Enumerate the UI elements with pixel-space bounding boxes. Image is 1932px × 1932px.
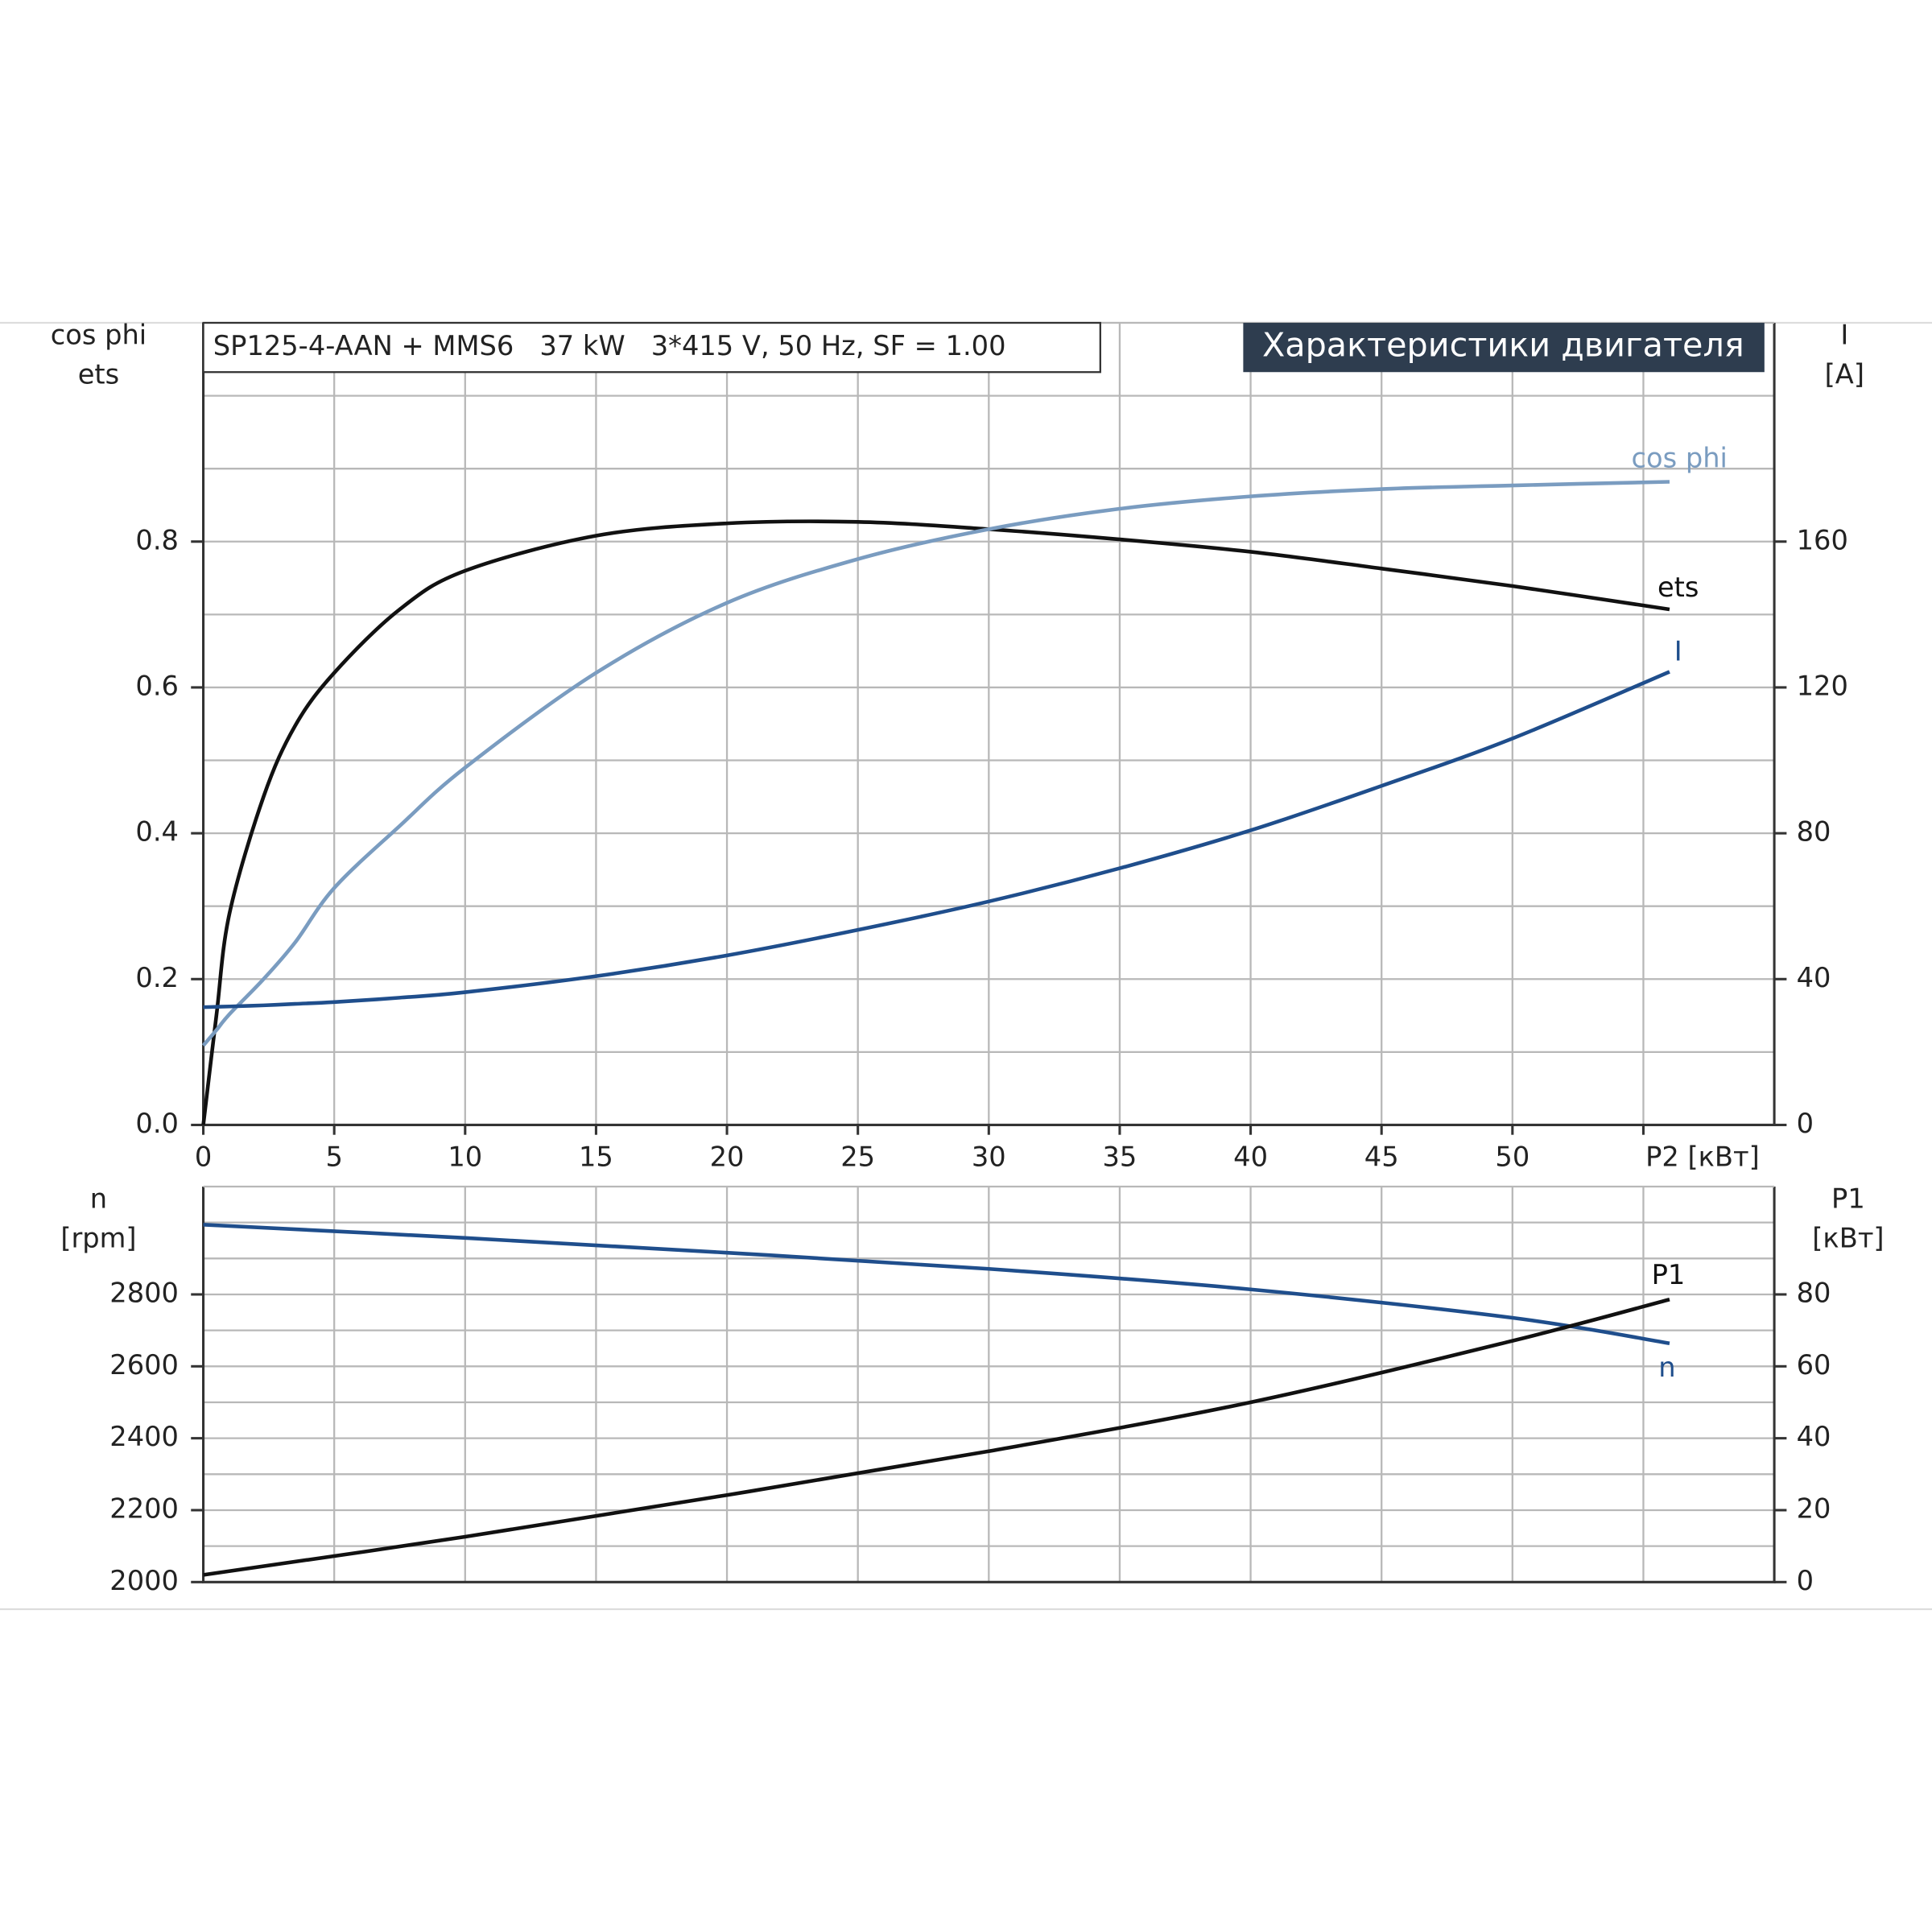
y-axis-title: n: [90, 1183, 107, 1214]
x-tick-label: 0: [195, 1141, 212, 1172]
title-box: [202, 321, 1101, 374]
x-tick-label: 20: [710, 1141, 745, 1172]
x-tick-label: 10: [448, 1141, 482, 1172]
grid: [191, 321, 1787, 1583]
x-tick-label: 5: [325, 1141, 342, 1172]
y2-tick-label: 60: [1797, 1349, 1831, 1381]
series-line: [203, 1298, 1670, 1577]
y-tick-label: 0.0: [135, 1108, 179, 1139]
series-label: P1: [1652, 1259, 1686, 1290]
x-tick-label: 25: [840, 1141, 875, 1172]
x-tick-label: 50: [1495, 1141, 1530, 1172]
x-tick-label: 30: [972, 1141, 1006, 1172]
y2-tick-label: 40: [1797, 962, 1831, 993]
y2-axis-title: P1: [1831, 1183, 1865, 1214]
x-tick-label: 15: [579, 1141, 613, 1172]
y-axis-title: ets: [78, 358, 119, 390]
axis-frame: [202, 1186, 1776, 1583]
y-tick-label: 2000: [109, 1565, 179, 1596]
axis-frame: [202, 323, 1776, 1126]
y2-tick-label: 40: [1797, 1421, 1831, 1452]
y2-tick-label: 80: [1797, 816, 1831, 848]
series-line: [201, 519, 1670, 1125]
y-tick-label: 0.4: [135, 816, 179, 848]
series-line: [201, 480, 1670, 1047]
header: Характеристики двигателя: [1262, 326, 1744, 365]
y-tick-label: 2800: [109, 1277, 179, 1308]
chart-title: SP125-4-AAN + MMS6 37 kW 3*415 V, 50 Hz,…: [213, 330, 1006, 361]
y2-tick-label: 0: [1797, 1108, 1814, 1139]
y2-tick-label: 0: [1797, 1565, 1814, 1596]
y-tick-label: 0.8: [135, 524, 179, 555]
series-line: [203, 670, 1670, 1009]
y-axis-title: cos phi: [51, 319, 147, 350]
series-label: cos phi: [1632, 442, 1728, 473]
y2-tick-label: 80: [1797, 1277, 1831, 1308]
y-tick-label: 2600: [109, 1349, 179, 1381]
y2-tick-label: 20: [1797, 1492, 1831, 1524]
y2-axis-title: I: [1840, 319, 1848, 350]
series-label: n: [1658, 1352, 1675, 1383]
y-tick-label: 2200: [109, 1492, 179, 1524]
y-axis-title: [rpm]: [60, 1222, 136, 1253]
y2-axis-title: [кВт]: [1812, 1222, 1884, 1253]
y2-axis-title: [A]: [1825, 358, 1864, 390]
lines: [201, 480, 1670, 1577]
header-box: [1243, 323, 1765, 373]
y-tick-label: 0.2: [135, 962, 179, 993]
y2-tick-label: 120: [1797, 670, 1848, 701]
series-label: I: [1674, 636, 1682, 667]
y-tick-label: 0.6: [135, 670, 179, 701]
series-line: [203, 1223, 1670, 1345]
x-tick-label: 40: [1233, 1141, 1268, 1172]
y2-tick-label: 160: [1797, 524, 1848, 555]
x-tick-label: 35: [1103, 1141, 1137, 1172]
x-tick-label: 45: [1364, 1141, 1399, 1172]
x-tick-label: P2 [кВт]: [1645, 1141, 1760, 1172]
series-label: ets: [1657, 572, 1699, 603]
y-tick-label: 2400: [109, 1421, 179, 1452]
